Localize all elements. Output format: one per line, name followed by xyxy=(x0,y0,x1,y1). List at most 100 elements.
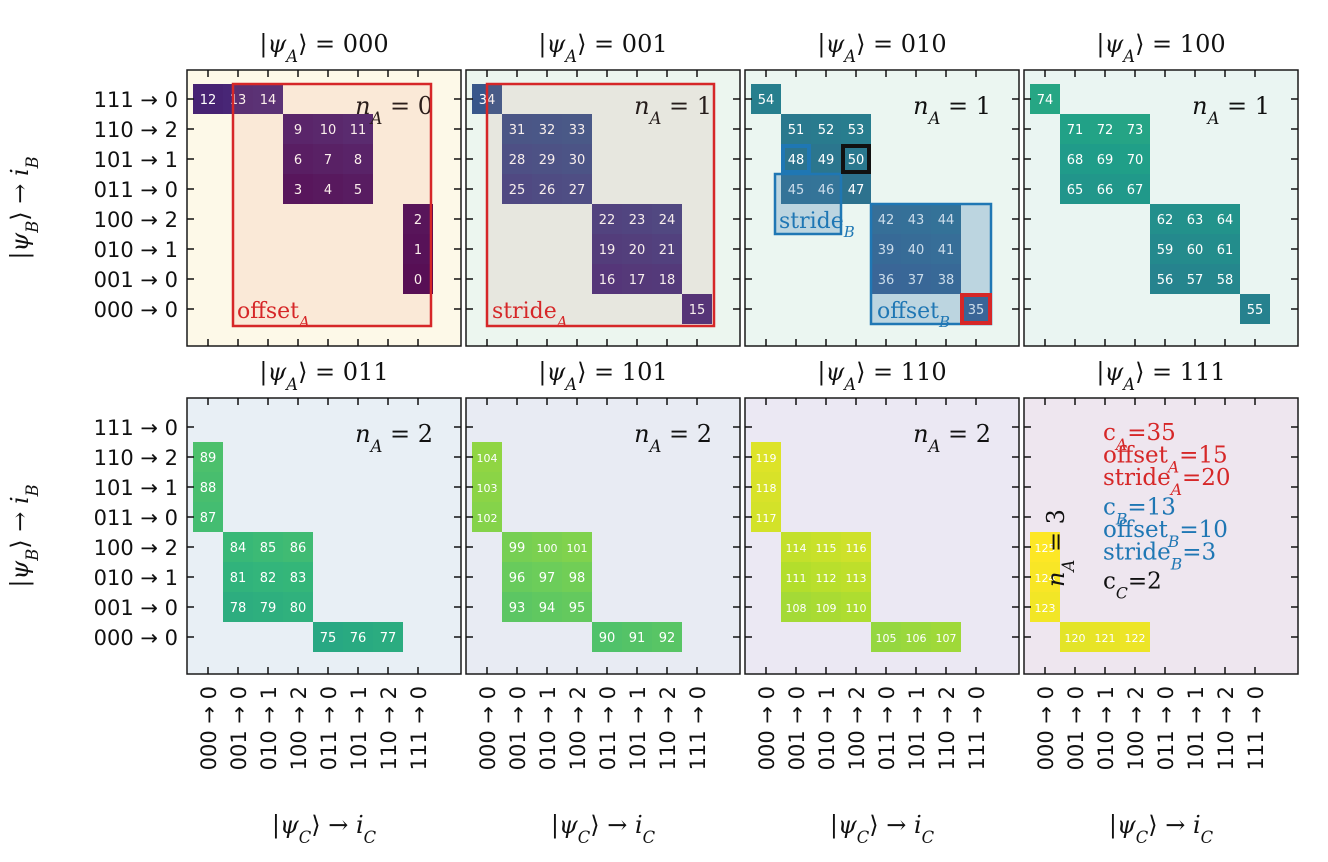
y-tick-label: 000 → 0 xyxy=(94,298,178,322)
heatmap-cell xyxy=(1180,234,1210,264)
heatmap-cell xyxy=(652,622,682,652)
x-tick-label: 001 → 0 xyxy=(785,686,809,770)
y-axis-label: |ψB⟩ → iB xyxy=(6,484,42,587)
x-tick-label: 010 → 1 xyxy=(257,686,281,770)
cell-value-label: 32 xyxy=(539,123,556,138)
cell-value-label: 80 xyxy=(290,601,307,616)
cell-value-label: 52 xyxy=(818,123,835,138)
cell-value-label: 120 xyxy=(1065,632,1086,645)
heatmap-cell xyxy=(532,144,562,174)
na-annotation: nA = 3 xyxy=(1042,509,1078,587)
heatmap-cell xyxy=(931,204,961,234)
na-annotation: nA = 1 xyxy=(634,92,712,128)
cell-value-label: 12 xyxy=(200,93,217,108)
x-tick-label-group: 011 → 0 xyxy=(875,686,899,770)
cell-value-label: 35 xyxy=(968,303,985,318)
cell-value-label: 125 xyxy=(1035,542,1056,555)
cell-value-label: 74 xyxy=(1037,93,1054,108)
heatmap-cell xyxy=(313,622,343,652)
heatmap-cell xyxy=(1150,234,1180,264)
heatmap-cell xyxy=(193,442,223,472)
y-axis-label: |ψB⟩ → iB xyxy=(6,156,42,259)
svg-text:|ψB⟩ → iB: |ψB⟩ → iB xyxy=(6,484,42,587)
heatmap-cell xyxy=(781,562,811,592)
heatmap-cell xyxy=(841,562,871,592)
y-tick-label: 101 → 1 xyxy=(94,148,178,172)
cell-value-label: 71 xyxy=(1067,123,1084,138)
cell-value-label: 60 xyxy=(1187,243,1204,258)
cell-value-label: 6 xyxy=(294,153,302,168)
heatmap-cell xyxy=(1030,84,1060,114)
x-axis-label: |ψC⟩ → iC xyxy=(272,811,377,847)
x-tick-label: 110 → 2 xyxy=(935,686,959,770)
heatmap-cell xyxy=(811,114,841,144)
heatmap-cell xyxy=(1090,622,1120,652)
cell-value-label: 54 xyxy=(758,93,775,108)
cell-value-label: 103 xyxy=(477,482,498,495)
y-tick-label: 110 → 2 xyxy=(94,118,178,142)
heatmap-cell xyxy=(532,592,562,622)
x-tick-label-group: 011 → 0 xyxy=(1154,686,1178,770)
heatmap-cell xyxy=(562,144,592,174)
heatmap-cell xyxy=(931,234,961,264)
cell-value-label: 114 xyxy=(786,542,807,555)
heatmap-cell xyxy=(652,234,682,264)
x-tick-label: 000 → 0 xyxy=(1034,686,1058,770)
x-tick-label-group: 000 → 0 xyxy=(476,686,500,770)
x-tick-label-group: 110 → 2 xyxy=(656,686,680,770)
cell-value-label: 87 xyxy=(200,511,217,526)
heatmap-cell xyxy=(811,144,841,174)
panel-frame xyxy=(186,69,462,347)
cell-value-label: 112 xyxy=(816,572,837,585)
x-tick-label: 100 → 2 xyxy=(287,686,311,770)
panel-1: 3431323328293025262722232419202116171815… xyxy=(465,30,741,347)
na-annotation-rotated: nA = 3 xyxy=(1042,509,1078,587)
panel-5: 104 103 102 99 100 101 96 97 98 93 94 95 90 91 92 |ψA⟩ … xyxy=(465,358,741,675)
cell-value-label: 83 xyxy=(290,571,307,586)
heatmap-cell xyxy=(781,114,811,144)
cell-value-label: 31 xyxy=(509,123,526,138)
x-tick-label-group: 001 → 0 xyxy=(785,686,809,770)
heatmap-cell xyxy=(562,174,592,204)
x-tick-label-group: 010 → 1 xyxy=(1094,686,1118,770)
heatmap-cell xyxy=(502,532,532,562)
cell-value-label: 70 xyxy=(1127,153,1144,168)
heatmap-cell xyxy=(403,234,433,264)
highlight-cell-48 xyxy=(781,144,811,174)
cell-value-label: 19 xyxy=(599,243,616,258)
heatmap-cell xyxy=(472,472,502,502)
x-tick-label-group: 100 → 2 xyxy=(845,686,869,770)
heatmap-cell xyxy=(1060,114,1090,144)
heatmap-cell xyxy=(931,264,961,294)
heatmap-cell xyxy=(682,294,712,324)
heatmap-cell xyxy=(532,532,562,562)
cell-value-label: 82 xyxy=(260,571,277,586)
cell-value-label: 2 xyxy=(414,213,422,228)
heatmap-cell xyxy=(652,264,682,294)
cell-value-label: 28 xyxy=(509,153,526,168)
heatmap-cell xyxy=(313,174,343,204)
heatmap-cell xyxy=(841,174,871,204)
heatmap-cell xyxy=(1150,264,1180,294)
heatmap-cell xyxy=(562,114,592,144)
x-tick-label: 100 → 2 xyxy=(566,686,590,770)
heatmap-cell xyxy=(871,264,901,294)
x-tick-label-group: 110 → 2 xyxy=(1214,686,1238,770)
x-tick-label-group: 111 → 0 xyxy=(1244,686,1268,770)
x-tick-label: 001 → 0 xyxy=(1064,686,1088,770)
heatmap-cell xyxy=(1120,174,1150,204)
y-tick-label: 111 → 0 xyxy=(94,88,178,112)
cell-value-label: 81 xyxy=(230,571,247,586)
y-tick-label: 111 → 0 xyxy=(94,416,178,440)
cell-value-label: 76 xyxy=(350,631,367,646)
heatmap-cell xyxy=(223,84,253,114)
cell-value-label: 5 xyxy=(354,183,362,198)
heatmap-cell xyxy=(592,622,622,652)
heatmap-cell xyxy=(901,622,931,652)
cell-value-label: 55 xyxy=(1247,303,1264,318)
panel-3: 74 71 72 73 68 69 70 65 66 67 62 63 64 59 60 61 56 57 58 55… xyxy=(1023,30,1299,347)
heatmap-cell xyxy=(781,532,811,562)
svg-text:|ψB⟩ → iB: |ψB⟩ → iB xyxy=(6,156,42,259)
cell-value-label: 16 xyxy=(599,273,616,288)
cell-value-label: 115 xyxy=(816,542,837,555)
